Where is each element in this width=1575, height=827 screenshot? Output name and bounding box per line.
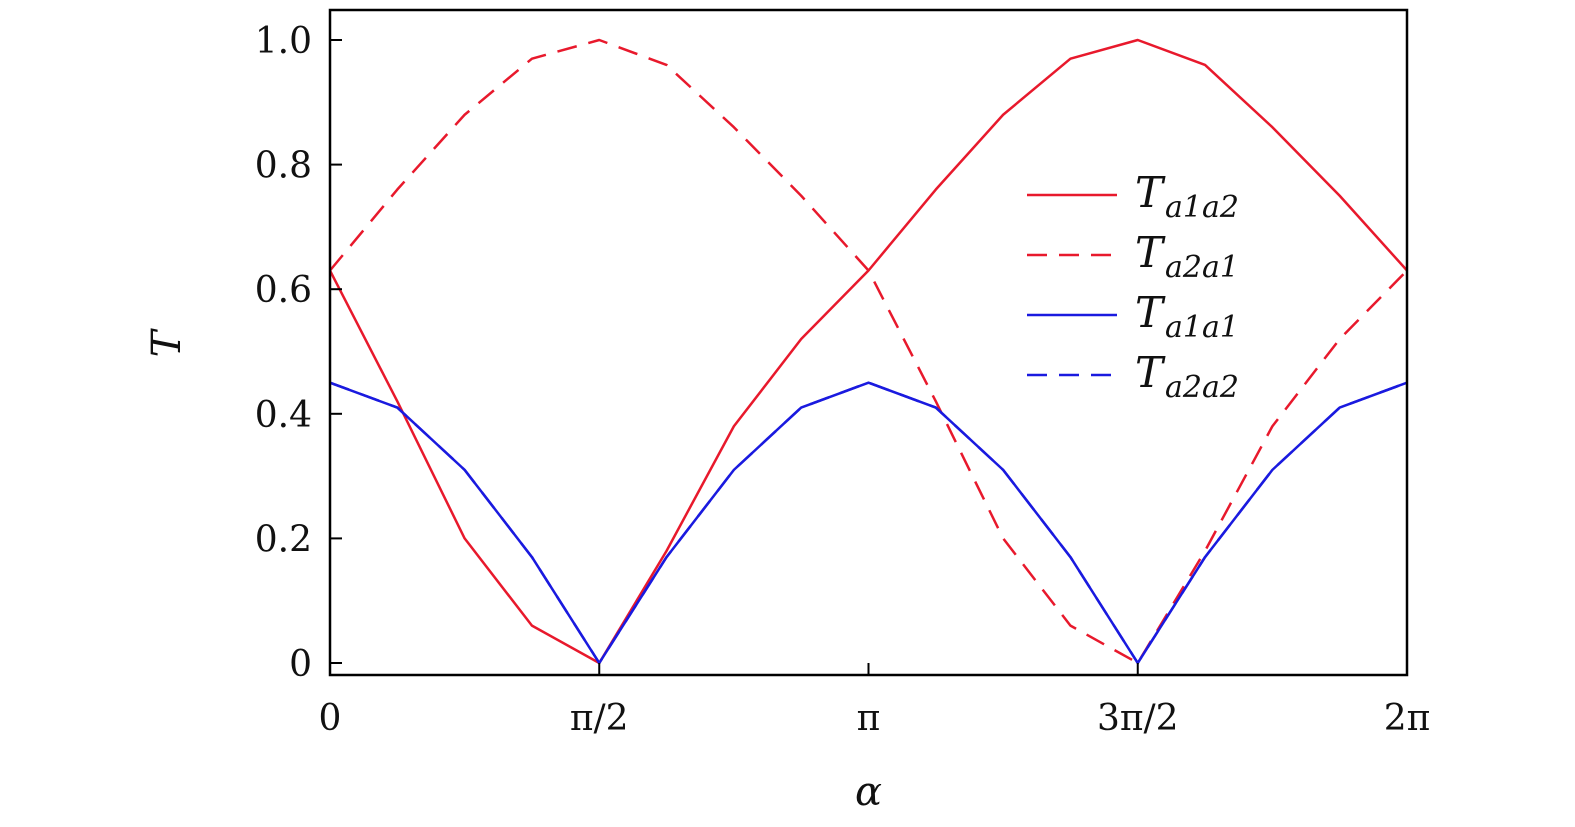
x-tick-label: π: [857, 698, 881, 739]
series-line-a2a1: [329, 38, 1408, 665]
legend-label: Ta2a2: [1135, 348, 1239, 405]
ticks-layer: 0 π/2 π 3π/2 2π 0 0.2 0.4 0.6 0.8 1.0: [255, 21, 1431, 739]
y-axis-title: T: [144, 327, 190, 357]
y-tick-label: 0.8: [255, 146, 312, 187]
legend-label: Ta1a1: [1135, 288, 1239, 345]
y-tick-label: 0.6: [255, 270, 312, 311]
x-tick-label: 0: [319, 698, 342, 739]
legend-item-a1a2: Ta1a2: [1027, 168, 1239, 225]
x-tick-label: π/2: [570, 698, 629, 739]
legend-item-a1a1: Ta1a1: [1027, 288, 1239, 345]
legend-item-a2a2: Ta2a2: [1027, 348, 1239, 405]
y-tick-label: 0.2: [255, 519, 312, 560]
x-tick-label: 3π/2: [1097, 698, 1179, 739]
legend-label: Ta1a2: [1135, 168, 1239, 225]
legend-label: Ta2a1: [1135, 228, 1239, 285]
series-line-a2a2: [329, 381, 1408, 665]
x-axis-title: α: [855, 769, 882, 815]
y-tick-label: 0: [289, 644, 312, 685]
y-tick-label: 1.0: [255, 21, 312, 62]
y-tick-label: 0.4: [255, 395, 312, 436]
series-layer: [328, 38, 1408, 665]
legend-item-a2a1: Ta2a1: [1027, 228, 1239, 285]
x-tick-label: 2π: [1384, 698, 1431, 739]
